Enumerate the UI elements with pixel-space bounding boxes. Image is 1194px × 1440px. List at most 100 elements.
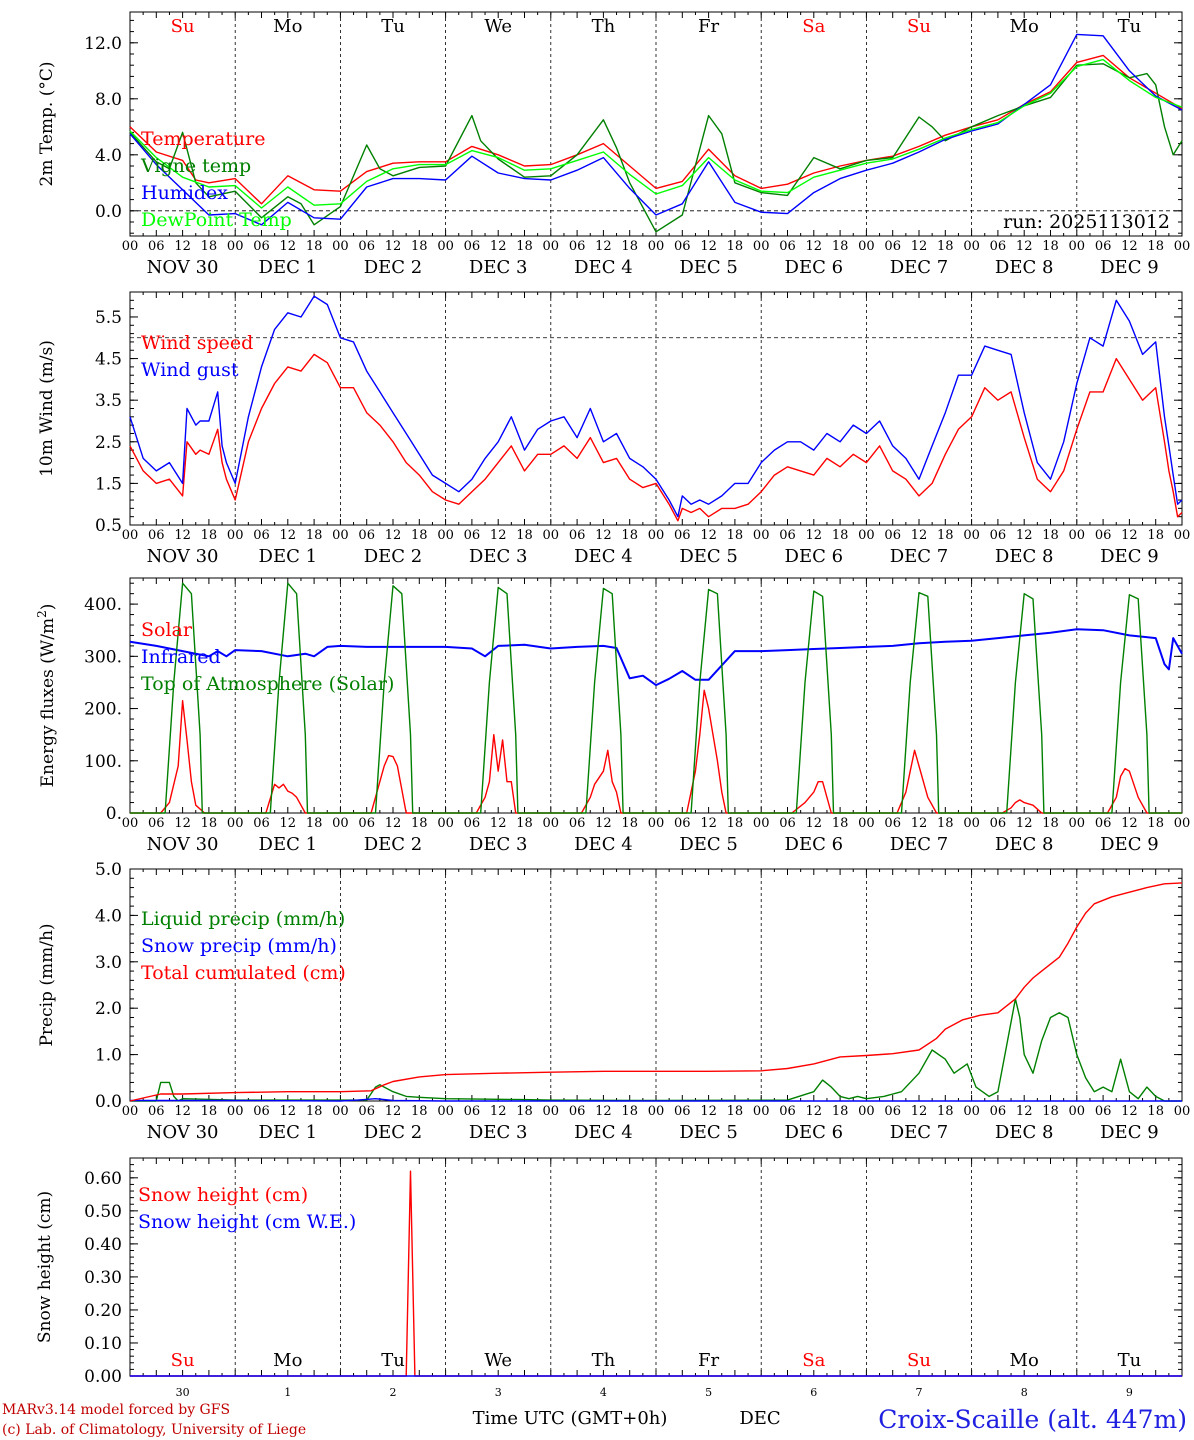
date-label: DEC 4 [574,1122,633,1143]
hour-tick-label: 06 [1095,239,1112,254]
day-name-label: Tu [381,1350,405,1371]
y-tick-label: 0.5 [95,516,122,536]
y-tick-label: 1.5 [95,474,122,494]
y-tick-label: 5.0 [95,860,122,880]
station-title: Croix-Scaille (alt. 447m) [878,1405,1187,1434]
hour-tick-label: 18 [201,239,218,254]
date-label: DEC 2 [364,1122,423,1143]
y-tick-label: 0.0 [95,202,122,222]
hour-tick-label: 18 [1147,816,1164,831]
hour-tick-label: 12 [700,239,717,254]
y-tick-label: 200. [84,700,122,720]
hour-tick-label: 12 [700,816,717,831]
hour-tick-label: 00 [332,816,349,831]
hour-tick-label: 00 [437,239,454,254]
y-axis-label: 10m Wind (m/s) [37,340,57,477]
hour-tick-label: 18 [201,816,218,831]
y-tick-label: 0.40 [84,1235,122,1255]
hour-tick-label: 00 [122,1104,139,1119]
hour-tick-label: 00 [963,239,980,254]
legend-entry: Infrared [141,646,221,668]
hour-tick-label: 12 [806,816,823,831]
hour-tick-label: 12 [174,1104,191,1119]
hour-tick-label: 00 [122,239,139,254]
hour-tick-label: 12 [1121,1104,1138,1119]
legend-entry: Snow height (cm W.E.) [138,1211,356,1233]
date-label: NOV 30 [147,834,219,855]
series-line-infrared [129,628,1183,687]
date-label: DEC 7 [890,1122,949,1143]
hour-tick-label: 06 [253,816,270,831]
legend-entry: Wind gust [141,359,239,381]
hour-tick-label: 18 [201,528,218,543]
hour-tick-label: 12 [490,239,507,254]
day-name-label: Su [907,1350,931,1371]
hour-tick-label: 00 [122,528,139,543]
hour-tick-label: 00 [648,1104,665,1119]
hour-tick-label: 00 [963,1104,980,1119]
date-label: DEC 2 [364,257,423,278]
hour-tick-label: 12 [1121,239,1138,254]
hour-tick-label: 18 [937,816,954,831]
day-name-label: Mo [1010,1350,1039,1371]
hour-tick-label: 00 [648,528,665,543]
hour-tick-label: 18 [411,816,428,831]
hour-tick-label: 06 [464,528,481,543]
hour-tick-label: 06 [990,816,1007,831]
day-name-label: Fr [698,16,719,37]
hour-tick-label: 12 [911,1104,928,1119]
hour-tick-label: 00 [753,816,770,831]
y-tick-label: 2.0 [95,999,122,1019]
hour-tick-label: 06 [779,1104,796,1119]
hour-tick-label: 18 [516,816,533,831]
date-label: DEC 2 [364,546,423,567]
hour-tick-label: 00 [332,1104,349,1119]
series-line-wind-gust [129,295,1183,518]
hour-tick-label: 12 [1016,816,1033,831]
hour-tick-label: 06 [253,528,270,543]
day-number-label: 9 [1126,1386,1133,1399]
hour-tick-label: 00 [332,239,349,254]
y-tick-label: 4.0 [95,906,122,926]
date-label: DEC 7 [890,834,949,855]
legend-entry: DewPoint Temp [141,209,292,231]
hour-tick-label: 06 [990,239,1007,254]
hour-tick-label: 00 [227,816,244,831]
hour-tick-label: 12 [280,239,297,254]
hour-tick-label: 12 [806,239,823,254]
y-tick-label: 0.00 [84,1367,122,1387]
legend-entry: Wind speed [141,332,253,354]
day-number-label: 30 [176,1386,190,1399]
hour-tick-label: 18 [1042,528,1059,543]
date-label: DEC 7 [890,546,949,567]
date-label: DEC 8 [995,257,1054,278]
y-tick-label: 300. [84,647,122,667]
hour-tick-label: 12 [280,528,297,543]
hour-tick-label: 00 [543,1104,560,1119]
y-tick-label: 2.5 [95,433,122,453]
date-label: NOV 30 [147,257,219,278]
y-axis-label: Energy fluxes (W/m2) [35,604,58,788]
hour-tick-label: 18 [1042,239,1059,254]
hour-tick-label: 06 [884,239,901,254]
hour-tick-label: 12 [1121,816,1138,831]
date-label: NOV 30 [147,1122,219,1143]
day-name-label: Th [592,1350,616,1371]
date-label: DEC 5 [679,546,738,567]
hour-tick-label: 12 [280,816,297,831]
day-number-label: 8 [1021,1386,1028,1399]
hour-tick-label: 18 [411,1104,428,1119]
hour-tick-label: 18 [621,816,638,831]
hour-tick-label: 18 [727,528,744,543]
hour-tick-label: 00 [437,528,454,543]
date-label: DEC 3 [469,1122,528,1143]
date-label: DEC 4 [574,834,633,855]
y-tick-label: 3.0 [95,953,122,973]
hour-tick-label: 18 [1147,239,1164,254]
day-name-label: Mo [273,1350,302,1371]
hour-tick-label: 18 [1042,1104,1059,1119]
hour-tick-label: 06 [1095,528,1112,543]
hour-tick-label: 12 [911,528,928,543]
date-label: DEC 4 [574,257,633,278]
date-label: DEC 9 [1100,1122,1159,1143]
